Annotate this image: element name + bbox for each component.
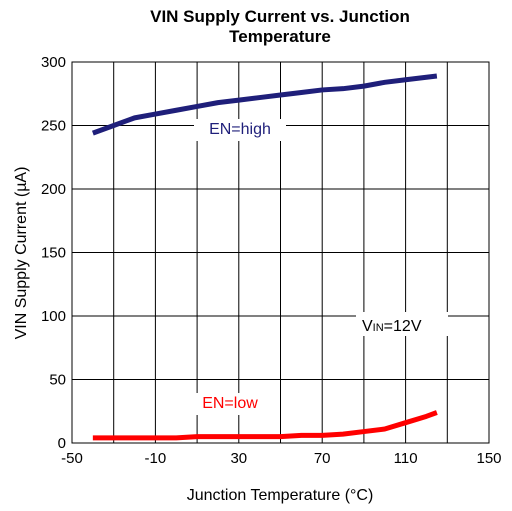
x-tick-label: 150 (476, 450, 501, 467)
y-tick-label: 250 (41, 118, 66, 135)
annotation-main: V (362, 318, 373, 335)
annotation: VIN=12V (362, 318, 422, 335)
x-tick-label: 70 (314, 450, 331, 467)
x-tick-label: 30 (230, 450, 247, 467)
series-label: EN=low (202, 395, 258, 412)
label-background (194, 119, 286, 141)
x-axis-label: Junction Temperature (°C) (187, 487, 374, 504)
y-tick-label: 100 (41, 308, 66, 325)
data-line (92, 410, 438, 441)
annotation-rest: =12V (384, 318, 422, 335)
y-tick-label: 50 (49, 372, 66, 389)
x-tick-label: -50 (61, 450, 83, 467)
label-background (184, 393, 276, 415)
x-tick-label: -10 (145, 450, 167, 467)
series-label: EN=high (209, 121, 271, 138)
annotation-sub: IN (373, 322, 384, 334)
y-tick-label: 200 (41, 181, 66, 198)
y-tick-label: 0 (58, 435, 66, 452)
y-axis-label: VIN Supply Current (µA) (13, 167, 30, 340)
chart-title: VIN Supply Current vs. Junction (150, 7, 410, 26)
x-tick-label: 110 (394, 450, 418, 467)
chart-title: Temperature (229, 27, 331, 46)
data-line (91, 73, 438, 136)
y-tick-label: 300 (41, 54, 66, 71)
label-background (356, 312, 448, 336)
y-tick-label: 150 (41, 245, 66, 262)
